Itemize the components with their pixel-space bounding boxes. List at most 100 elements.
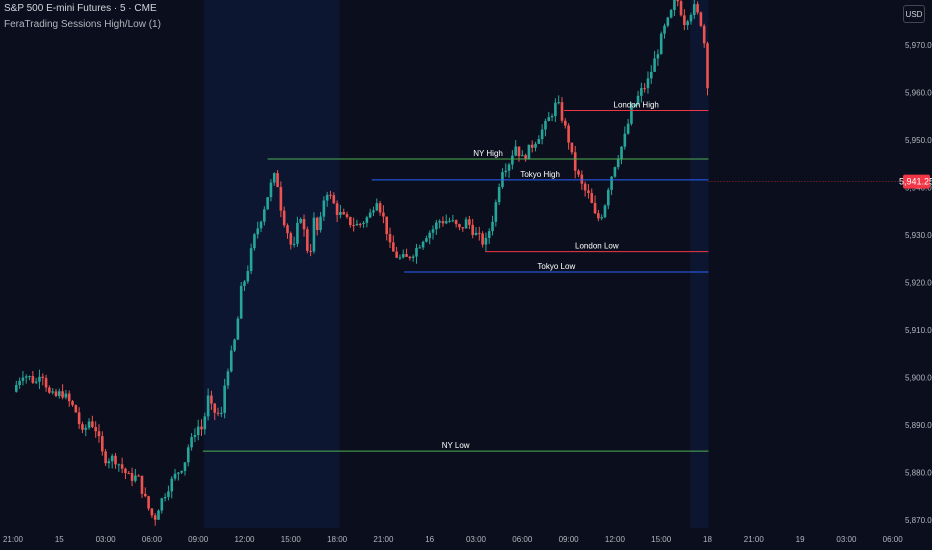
- candle-body: [643, 88, 646, 90]
- candle-body: [153, 515, 157, 520]
- candle-body: [329, 194, 332, 196]
- candle-body: [590, 193, 594, 203]
- instrument-title: S&P 500 E-mini Futures · 5 · CME: [4, 3, 157, 14]
- candle-body: [603, 205, 607, 218]
- session-line-label: NY Low: [442, 441, 470, 450]
- candle-body: [160, 498, 164, 511]
- candle-body: [560, 102, 564, 121]
- candle-body: [484, 237, 488, 245]
- candle-body: [134, 475, 137, 481]
- candle-body: [401, 254, 405, 258]
- session-line-label: London Low: [575, 242, 619, 251]
- y-tick-label: 5,970.00: [905, 41, 932, 50]
- candle-body: [143, 493, 147, 497]
- candle-body: [597, 213, 600, 219]
- candle-body: [630, 106, 633, 124]
- candle-body: [239, 285, 243, 319]
- candle-body: [67, 393, 71, 402]
- candle-body: [272, 173, 276, 183]
- candle-body: [302, 218, 306, 230]
- x-tick-label: 15:00: [281, 535, 302, 544]
- candle-body: [550, 116, 554, 118]
- candle-body: [534, 143, 537, 148]
- candle-body: [358, 223, 362, 225]
- candle-body: [540, 129, 544, 140]
- candle-body: [646, 78, 650, 89]
- candle-body: [478, 232, 481, 234]
- session-line-label: Tokyo High: [520, 170, 560, 179]
- candle-body: [418, 247, 422, 249]
- y-tick-label: 5,880.00: [905, 469, 932, 478]
- candle-body: [683, 15, 686, 26]
- y-tick-label: 5,910.00: [905, 326, 932, 335]
- candle-body: [673, 0, 676, 10]
- candle-body: [524, 155, 527, 160]
- candle-body: [408, 256, 412, 259]
- currency-button[interactable]: USD: [903, 5, 925, 23]
- candle-body: [375, 203, 379, 211]
- candle-body: [491, 221, 494, 232]
- candle-body: [428, 232, 431, 239]
- candle-body: [259, 221, 263, 229]
- session-shade: [203, 0, 340, 528]
- indicator-label[interactable]: FeraTrading Sessions High/Low (1): [4, 19, 161, 30]
- candle-body: [474, 232, 478, 235]
- x-tick-label: 12:00: [234, 535, 255, 544]
- session-line-label: NY High: [473, 149, 503, 158]
- candle-body: [74, 405, 78, 413]
- candle-body: [557, 102, 560, 104]
- candle-body: [21, 377, 25, 381]
- candle-body: [110, 455, 114, 462]
- x-tick-label: 03:00: [96, 535, 117, 544]
- x-tick-label: 21:00: [744, 535, 765, 544]
- candle-body: [676, 0, 680, 2]
- candle-body: [15, 385, 18, 392]
- x-tick-label: 15: [55, 535, 64, 544]
- candle-body: [544, 121, 547, 130]
- candle-body: [177, 472, 180, 474]
- candle-body: [325, 194, 329, 201]
- candle-body: [600, 217, 603, 219]
- candle-body: [692, 4, 696, 16]
- candle-body: [200, 426, 203, 430]
- candle-body: [203, 416, 207, 430]
- candle-body: [679, 1, 683, 16]
- candle-body: [570, 142, 574, 153]
- candle-body: [286, 225, 289, 234]
- candle-body: [64, 393, 68, 398]
- candle-body: [593, 202, 597, 214]
- candle-body: [339, 211, 342, 215]
- x-tick-label: 06:00: [512, 535, 533, 544]
- candle-body: [699, 12, 703, 26]
- candle-body: [517, 146, 521, 157]
- candle-body: [196, 426, 200, 436]
- candle-body: [306, 229, 309, 251]
- candle-body: [580, 174, 584, 184]
- y-tick-label: 5,900.00: [905, 374, 932, 383]
- candle-body: [282, 210, 286, 226]
- candle-body: [464, 219, 468, 229]
- candle-body: [269, 182, 273, 198]
- candle-body: [385, 216, 389, 235]
- candle-body: [91, 421, 94, 428]
- x-tick-label: 21:00: [373, 535, 394, 544]
- candle-body: [24, 376, 28, 378]
- candle-body: [471, 224, 474, 235]
- x-tick-label: 06:00: [142, 535, 163, 544]
- candle-body: [362, 222, 365, 224]
- candle-body: [349, 216, 352, 226]
- candle-body: [150, 508, 154, 516]
- candle-body: [319, 216, 322, 231]
- candle-body: [81, 424, 84, 430]
- candle-body: [332, 195, 336, 204]
- session-line-label: London High: [614, 101, 659, 110]
- candle-body: [398, 257, 402, 259]
- candle-body: [587, 190, 590, 194]
- candle-body: [527, 144, 531, 160]
- candle-body: [511, 155, 514, 165]
- candle-body: [640, 88, 643, 96]
- candle-body: [606, 189, 610, 206]
- candle-body: [309, 250, 312, 252]
